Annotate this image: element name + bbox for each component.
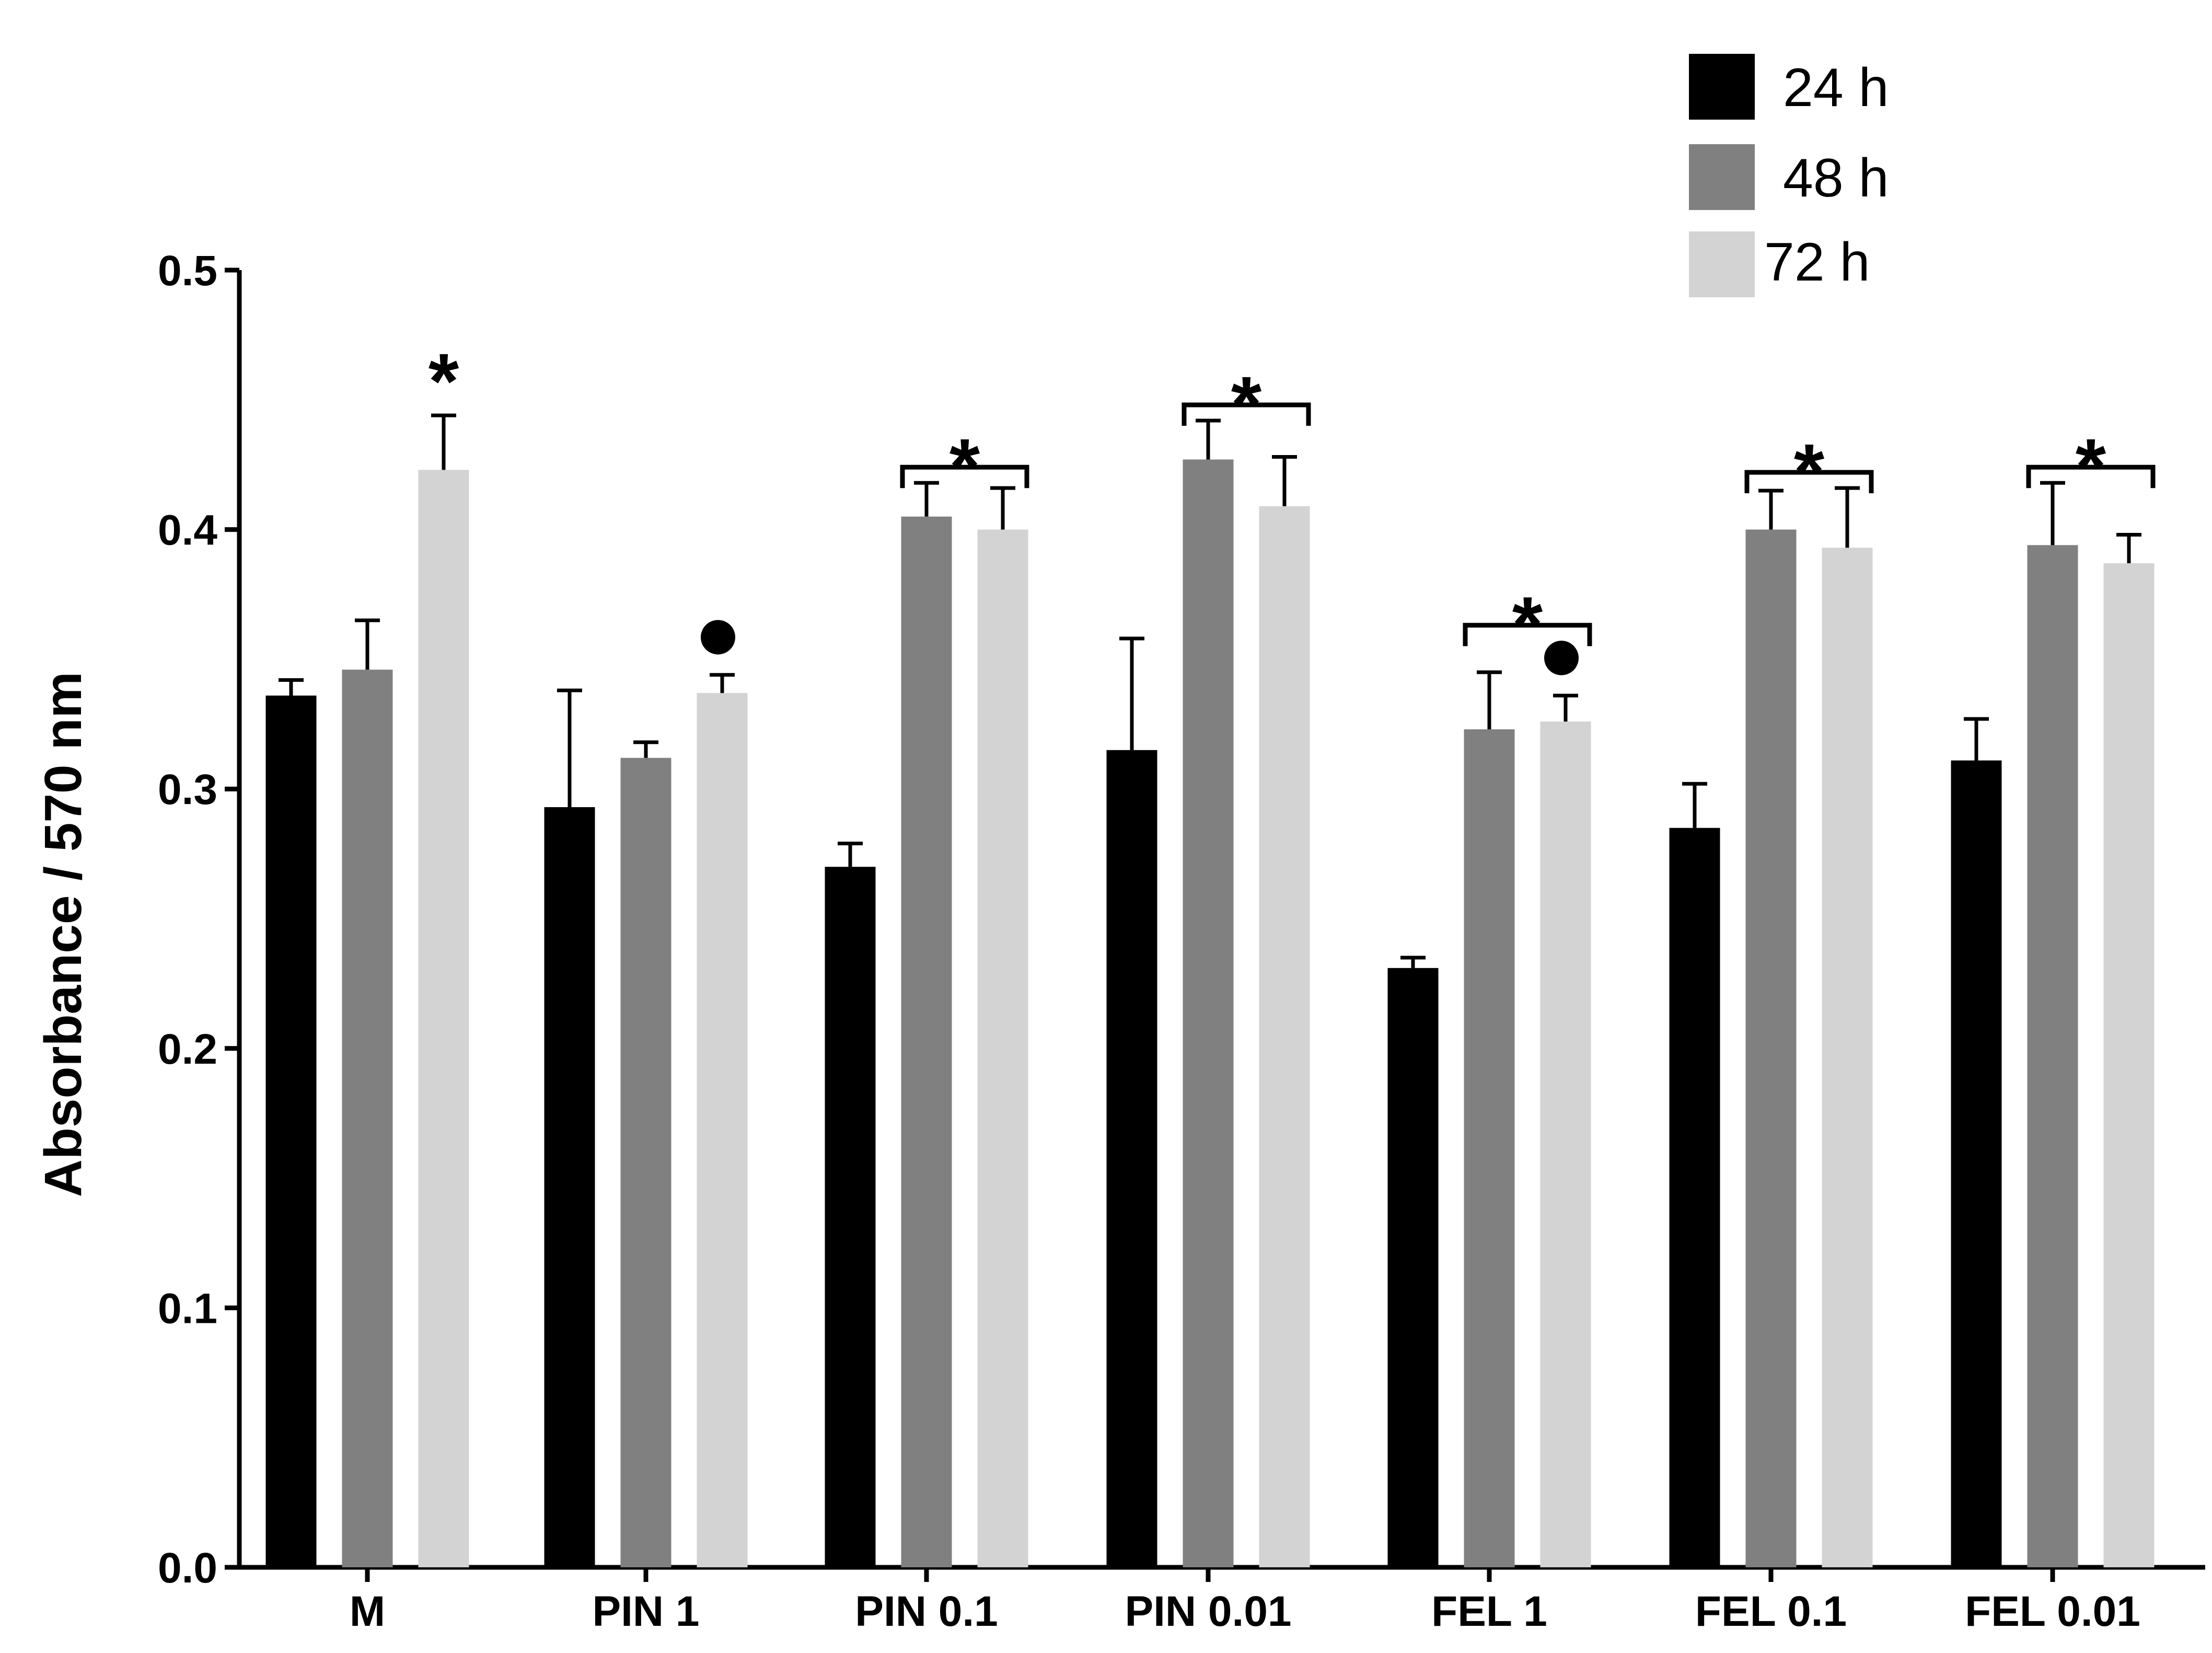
y-axis-title: Absorbance / 570 nm xyxy=(34,672,92,1197)
y-tick-label: 0.0 xyxy=(158,1544,217,1592)
x-tick-label: PIN 0.1 xyxy=(855,1588,998,1635)
significance-star: * xyxy=(1512,580,1543,668)
significance-star: * xyxy=(2076,422,2106,510)
x-tick-label: FEL 0.1 xyxy=(1695,1588,1847,1635)
legend: 24 h 48 h 72 h xyxy=(1689,54,1889,297)
axes: 0.0 0.1 0.2 0.3 0.4 0.5 M PIN 1 PIN 0.1 PIN 0.01 F… xyxy=(158,247,2205,1635)
significance-dot xyxy=(1544,641,1579,676)
bar xyxy=(544,807,595,1567)
significance-star: * xyxy=(949,422,980,510)
x-tick-label: FEL 0.01 xyxy=(1965,1588,2140,1635)
bar xyxy=(1464,729,1515,1567)
legend-label: 72 h xyxy=(1764,232,1870,293)
bar xyxy=(1540,721,1591,1567)
significance-star: * xyxy=(1794,427,1825,515)
bar xyxy=(1259,506,1310,1567)
significance-bracket xyxy=(1744,470,1874,494)
bar xyxy=(1183,459,1234,1567)
y-tick-label: 0.1 xyxy=(158,1285,217,1332)
legend-label: 24 h xyxy=(1783,57,1889,118)
bar xyxy=(1387,968,1439,1567)
y-tick-label: 0.3 xyxy=(158,766,217,813)
bar xyxy=(977,529,1028,1567)
significance-bracket xyxy=(900,464,1029,488)
bars xyxy=(265,459,2155,1567)
legend-label: 48 h xyxy=(1783,148,1889,208)
bar xyxy=(418,470,469,1567)
bar xyxy=(342,669,393,1567)
bar xyxy=(697,693,748,1567)
legend-swatch xyxy=(1689,231,1755,297)
legend-swatch xyxy=(1689,54,1755,120)
legend-swatch xyxy=(1689,144,1755,210)
y-tick-label: 0.2 xyxy=(158,1026,217,1073)
x-tick-label: PIN 0.01 xyxy=(1125,1588,1291,1635)
annotations: * * * * * * xyxy=(428,337,2156,676)
bar xyxy=(265,695,317,1567)
bar xyxy=(1669,828,1720,1567)
bar xyxy=(620,758,671,1567)
significance-bracket xyxy=(1182,402,1311,426)
significance-star: * xyxy=(428,337,459,425)
significance-bracket xyxy=(2026,464,2156,488)
y-tick-label: 0.4 xyxy=(158,507,217,554)
bar xyxy=(825,867,876,1567)
bar xyxy=(1822,548,1873,1567)
bar xyxy=(1745,529,1797,1567)
bar xyxy=(2027,545,2078,1567)
bar xyxy=(901,516,952,1567)
significance-star: * xyxy=(1231,360,1262,448)
bar xyxy=(1106,750,1157,1567)
bar xyxy=(1951,760,2002,1567)
bar xyxy=(2103,563,2155,1567)
y-tick-label: 0.5 xyxy=(158,247,217,295)
x-tick-label: FEL 1 xyxy=(1431,1588,1547,1635)
x-tick-label: M xyxy=(350,1588,385,1635)
error-bars xyxy=(279,413,2141,968)
x-tick-label: PIN 1 xyxy=(592,1588,699,1635)
significance-bracket xyxy=(1463,623,1592,646)
significance-dot xyxy=(701,620,735,655)
